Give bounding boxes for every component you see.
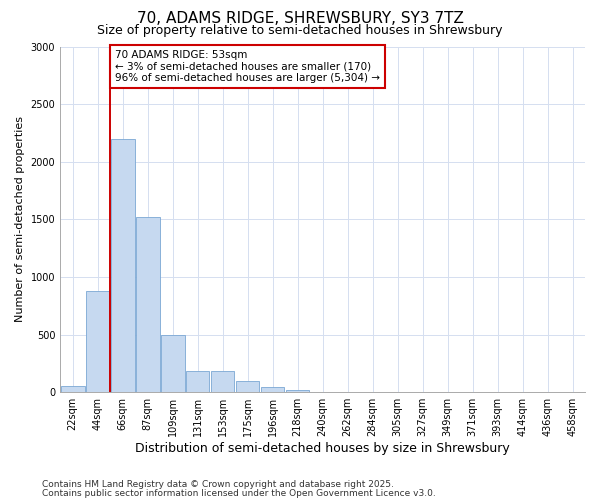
Bar [86, 291, 110, 392]
Text: Size of property relative to semi-detached houses in Shrewsbury: Size of property relative to semi-detach… [97, 24, 503, 37]
Bar [211, 371, 235, 392]
Bar [286, 390, 310, 392]
Text: Contains HM Land Registry data © Crown copyright and database right 2025.: Contains HM Land Registry data © Crown c… [42, 480, 394, 489]
Bar [61, 386, 85, 392]
Y-axis label: Number of semi-detached properties: Number of semi-detached properties [15, 116, 25, 322]
X-axis label: Distribution of semi-detached houses by size in Shrewsbury: Distribution of semi-detached houses by … [135, 442, 510, 455]
Text: 70, ADAMS RIDGE, SHREWSBURY, SY3 7TZ: 70, ADAMS RIDGE, SHREWSBURY, SY3 7TZ [137, 11, 463, 26]
Bar [186, 371, 209, 392]
Bar [136, 217, 160, 392]
Bar [111, 138, 134, 392]
Bar [261, 387, 284, 392]
Bar [236, 380, 259, 392]
Text: Contains public sector information licensed under the Open Government Licence v3: Contains public sector information licen… [42, 488, 436, 498]
Text: 70 ADAMS RIDGE: 53sqm
← 3% of semi-detached houses are smaller (170)
96% of semi: 70 ADAMS RIDGE: 53sqm ← 3% of semi-detac… [115, 50, 380, 83]
Bar [161, 334, 185, 392]
